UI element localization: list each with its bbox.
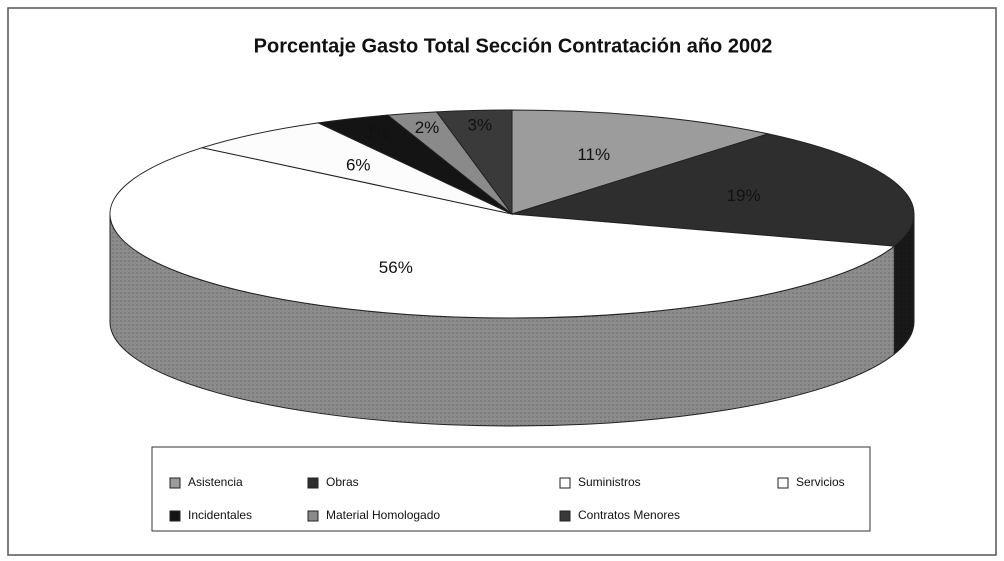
slice: [109, 147, 896, 319]
legend-label: Asistencia: [188, 475, 243, 489]
data-label: 11%: [577, 145, 610, 164]
legend: Asistencia Obras Suministros Servicios Incid…: [169, 475, 845, 522]
legend-label: Obras: [326, 475, 359, 489]
legend-swatch: [169, 510, 181, 522]
legend-swatch: [559, 477, 571, 489]
pie: 11% 19% 56% 6% 3% 2% 3%: [109, 109, 915, 427]
legend-label: Servicios: [796, 475, 845, 489]
slice: [200, 122, 513, 215]
data-label: 3%: [364, 122, 389, 141]
legend-swatch: [777, 477, 789, 489]
slice-side-texture: [110, 214, 895, 427]
legend-label: Suministros: [578, 475, 641, 489]
data-label: 19%: [727, 186, 761, 205]
slice: [511, 109, 771, 215]
legend-swatch: [169, 477, 181, 489]
data-label: 56%: [379, 258, 413, 277]
legend-swatch: [559, 510, 571, 522]
slice: [435, 109, 513, 216]
slice-side-texture: [894, 214, 914, 355]
chart-title: Porcentaje Gasto Total Sección Contratac…: [254, 35, 773, 57]
data-label: 3%: [468, 115, 493, 134]
legend-swatch: [307, 510, 319, 522]
legend-label: Material Homologado: [326, 508, 440, 522]
data-label: 6%: [346, 155, 371, 174]
data-label: 2%: [415, 118, 440, 137]
slice: [511, 133, 915, 247]
legend-label: Incidentales: [188, 508, 252, 522]
legend-swatch: [307, 477, 319, 489]
legend-label: Contratos Menores: [578, 508, 680, 522]
legend-box: [151, 446, 871, 532]
